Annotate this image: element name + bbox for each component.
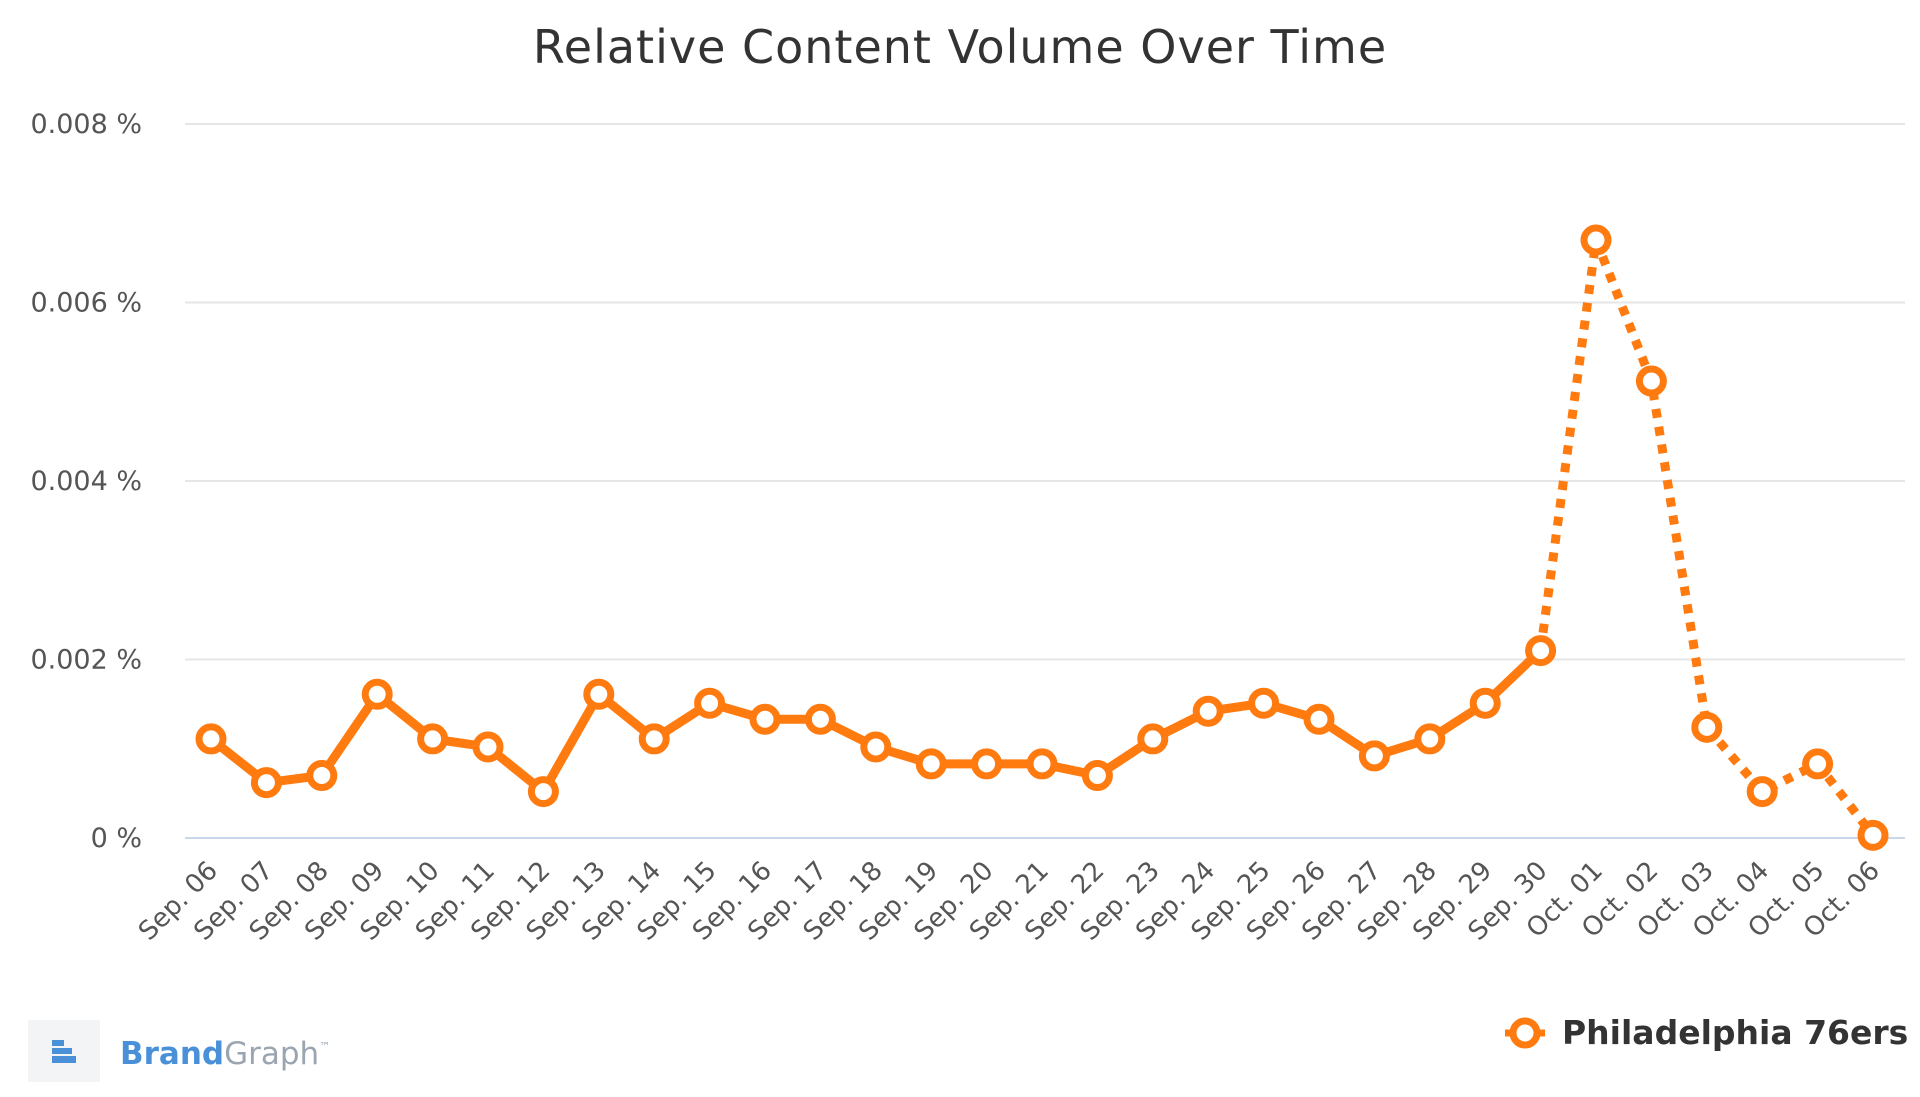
data-point[interactable] <box>250 767 282 799</box>
data-point[interactable] <box>1248 687 1280 719</box>
logo-bar-1 <box>52 1040 64 1046</box>
data-point[interactable] <box>1081 760 1113 792</box>
grid <box>185 123 1905 839</box>
data-point[interactable] <box>1746 776 1778 808</box>
series-line <box>206 646 1546 797</box>
data-point[interactable] <box>1026 748 1058 780</box>
data-point[interactable] <box>915 748 947 780</box>
data-point[interactable] <box>1635 365 1667 397</box>
data-point[interactable] <box>417 723 449 755</box>
y-tick-label: 0.008 % <box>30 109 142 140</box>
logo-bar-2 <box>52 1048 72 1054</box>
data-point[interactable] <box>694 687 726 719</box>
data-point[interactable] <box>971 748 1003 780</box>
y-tick-label: 0.004 % <box>30 466 142 497</box>
y-tick-label: 0.002 % <box>30 645 142 676</box>
data-point[interactable] <box>583 678 615 710</box>
data-point[interactable] <box>527 776 559 808</box>
brandgraph-logo: BrandGraph™ <box>28 1020 330 1082</box>
data-point[interactable] <box>1691 711 1723 743</box>
y-tick-label: 0 % <box>91 823 142 854</box>
data-point[interactable] <box>860 731 892 763</box>
data-point[interactable] <box>1857 819 1889 851</box>
data-point[interactable] <box>195 723 227 755</box>
data-point[interactable] <box>638 723 670 755</box>
data-point[interactable] <box>1469 687 1501 719</box>
data-point[interactable] <box>306 760 338 792</box>
data-point[interactable] <box>1358 740 1390 772</box>
data-point[interactable] <box>1192 695 1224 727</box>
legend-label: Philadelphia 76ers <box>1562 1013 1908 1052</box>
y-axis: 0 % 0.002 % 0.004 % 0.006 % 0.008 % <box>30 109 142 854</box>
series-line-projected <box>1536 235 1877 839</box>
data-point[interactable] <box>804 703 836 735</box>
chart-title: Relative Content Volume Over Time <box>533 20 1387 74</box>
logo-bar-3 <box>52 1056 76 1063</box>
legend[interactable]: Philadelphia 76ers <box>1505 1013 1908 1052</box>
data-point[interactable] <box>1137 723 1169 755</box>
data-point[interactable] <box>749 703 781 735</box>
data-point[interactable] <box>1580 224 1612 256</box>
legend-marker <box>1509 1017 1541 1049</box>
data-point[interactable] <box>361 678 393 710</box>
data-point[interactable] <box>1802 748 1834 780</box>
y-tick-label: 0.006 % <box>30 288 142 319</box>
data-point[interactable] <box>1414 723 1446 755</box>
brand-name: BrandGraph™ <box>120 1036 330 1072</box>
data-point[interactable] <box>472 731 504 763</box>
series <box>195 224 1889 851</box>
data-point[interactable] <box>1303 703 1335 735</box>
data-point[interactable] <box>1525 635 1557 667</box>
